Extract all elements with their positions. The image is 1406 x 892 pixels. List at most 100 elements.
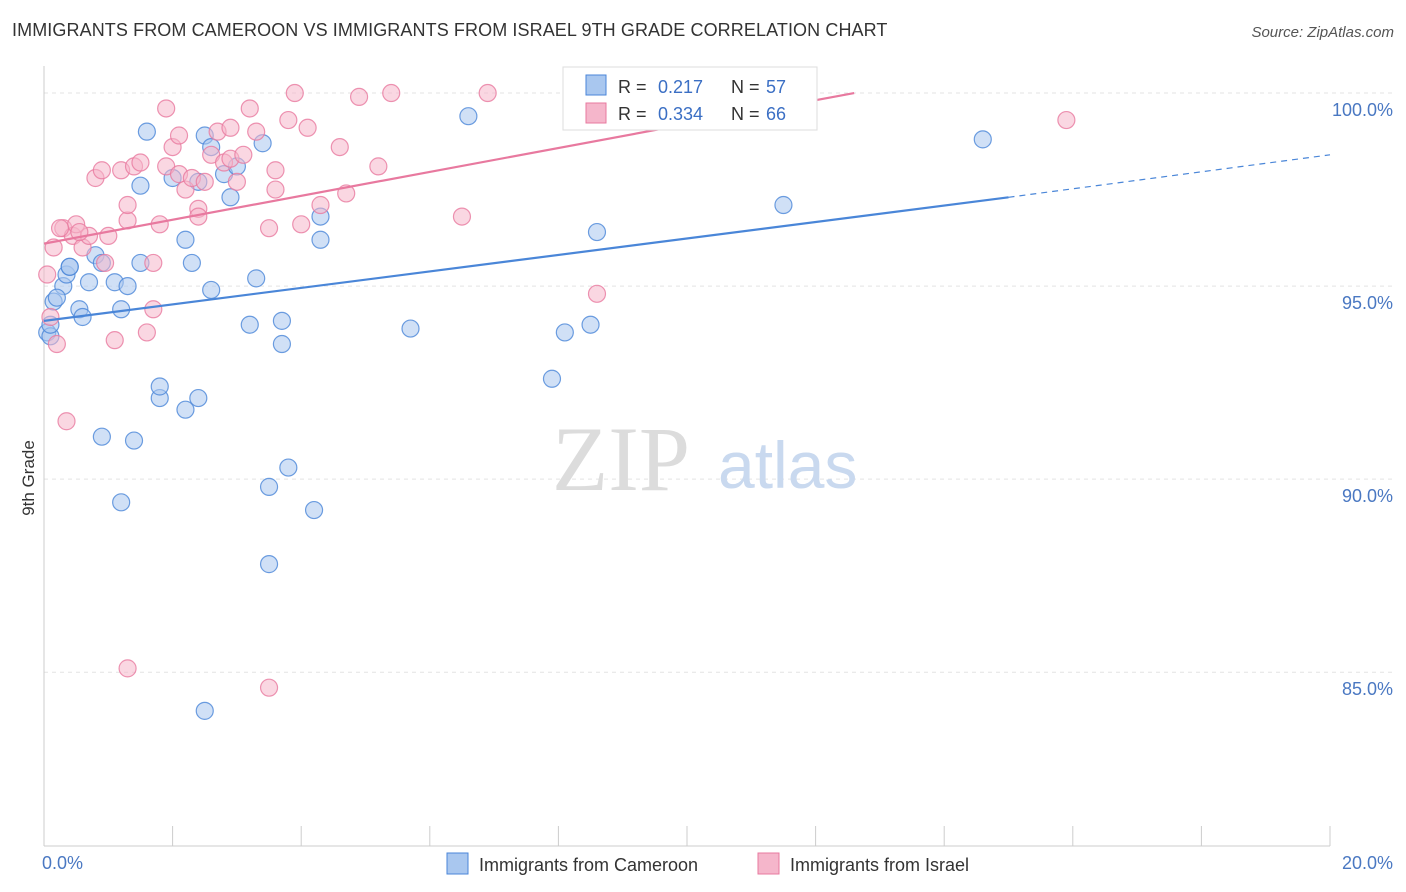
israel-point (292, 215, 311, 234)
israel-point (38, 265, 57, 284)
cameroon-point (176, 230, 195, 249)
cameroon-point (176, 400, 195, 419)
israel-point (95, 253, 115, 273)
gridlines (44, 92, 1394, 673)
cameroon-point (182, 253, 201, 273)
cameroon-point (259, 477, 279, 496)
israel-point (259, 219, 279, 238)
axes (43, 66, 1331, 847)
israel-point (330, 137, 349, 157)
y-tick-label: 85.0% (1342, 679, 1393, 699)
cameroon-point (581, 315, 600, 334)
cameroon-point (131, 176, 150, 195)
israel-point (195, 172, 214, 191)
cameroon-point (272, 334, 292, 354)
israel-point (47, 334, 66, 354)
israel-point (144, 253, 163, 273)
israel-point (137, 323, 156, 342)
cameroon-point (279, 458, 298, 477)
data-points (38, 83, 1076, 720)
israel-point (369, 157, 388, 176)
stats-r-label-cameroon: R = (618, 77, 647, 97)
cameroon-point (189, 388, 208, 408)
stats-r-label-israel: R = (618, 104, 647, 124)
israel-point (92, 161, 111, 180)
israel-point (1057, 110, 1076, 130)
israel-point (259, 678, 279, 697)
cameroon-point (272, 311, 292, 330)
chart-title: IMMIGRANTS FROM CAMEROON VS IMMIGRANTS F… (12, 20, 888, 40)
watermark-zip: ZIP (552, 408, 690, 510)
cameroon-point (60, 257, 79, 276)
israel-point (105, 331, 124, 350)
israel-point (157, 99, 176, 118)
y-axis-title: 9th Grade (19, 440, 38, 516)
y-tick-label: 100.0% (1332, 100, 1393, 120)
x-tick-label: 20.0% (1342, 853, 1393, 873)
cameroon-point (92, 427, 111, 446)
israel-point (221, 118, 240, 137)
cameroon-point (118, 276, 137, 296)
israel-point (247, 122, 266, 141)
israel-point (227, 172, 246, 191)
stats-swatch-cameroon (585, 74, 607, 96)
cameroon-point (311, 230, 330, 249)
israel-point (169, 126, 189, 145)
y-tick-labels: 85.0% 90.0% 95.0% 100.0% (1332, 100, 1393, 699)
cameroon-point (587, 222, 607, 242)
cameroon-point (774, 195, 793, 215)
y-tick-label: 95.0% (1342, 293, 1393, 313)
x-tick-label: 0.0% (42, 853, 83, 873)
israel-point (279, 110, 298, 130)
cameroon-point (202, 280, 221, 300)
israel-point (298, 118, 317, 137)
israel-point (382, 83, 401, 103)
cameroon-point (124, 431, 144, 450)
watermark: ZIP atlas (552, 408, 857, 510)
series-legend: Immigrants from Cameroon Immigrants from… (446, 852, 969, 875)
source-credit: Source: ZipAtlas.com (1251, 24, 1394, 41)
cameroon-point (150, 377, 169, 396)
stats-r-value-cameroon: 0.217 (658, 77, 703, 97)
israel-point (131, 153, 150, 172)
israel-point (349, 87, 369, 106)
cameroon-point (555, 323, 574, 342)
israel-point (478, 83, 497, 103)
watermark-atlas: atlas (718, 428, 857, 502)
israel-point (57, 412, 76, 431)
cameroon-point (221, 188, 240, 207)
israel-point (285, 83, 304, 103)
stats-n-label-israel: N = (731, 104, 760, 124)
cameroon-point (47, 288, 66, 307)
cameroon-point (79, 273, 99, 292)
cameroon-point (459, 107, 478, 126)
stats-n-value-israel: 66 (766, 104, 786, 124)
israel-point (266, 180, 285, 199)
legend-swatch-israel (757, 852, 780, 875)
israel-point (240, 99, 259, 118)
israel-point (587, 284, 607, 303)
cameroon-point (304, 500, 324, 520)
x-tick-labels: 0.0% 20.0% (42, 853, 1393, 873)
israel-point (50, 219, 70, 238)
stats-legend: R = 0.217 N = 57 R = 0.334 N = 66 (562, 66, 818, 131)
israel-point (266, 161, 285, 180)
y-tick-label: 90.0% (1342, 486, 1393, 506)
israel-point (311, 195, 330, 215)
stats-n-value-cameroon: 57 (766, 77, 786, 97)
cameroon-trend-extension (1008, 154, 1331, 198)
legend-label-israel: Immigrants from Israel (790, 855, 969, 875)
cameroon-point (240, 315, 259, 334)
cameroon-trend-line (43, 196, 1009, 322)
cameroon-point (247, 269, 266, 288)
israel-point (118, 195, 137, 215)
cameroon-point (112, 493, 131, 512)
israel-point (234, 145, 253, 164)
legend-swatch-cameroon (446, 852, 469, 875)
cameroon-point (259, 555, 279, 574)
stats-r-value-israel: 0.334 (658, 104, 703, 124)
cameroon-point (542, 369, 562, 388)
israel-point (41, 307, 60, 327)
cameroon-point (401, 319, 420, 338)
